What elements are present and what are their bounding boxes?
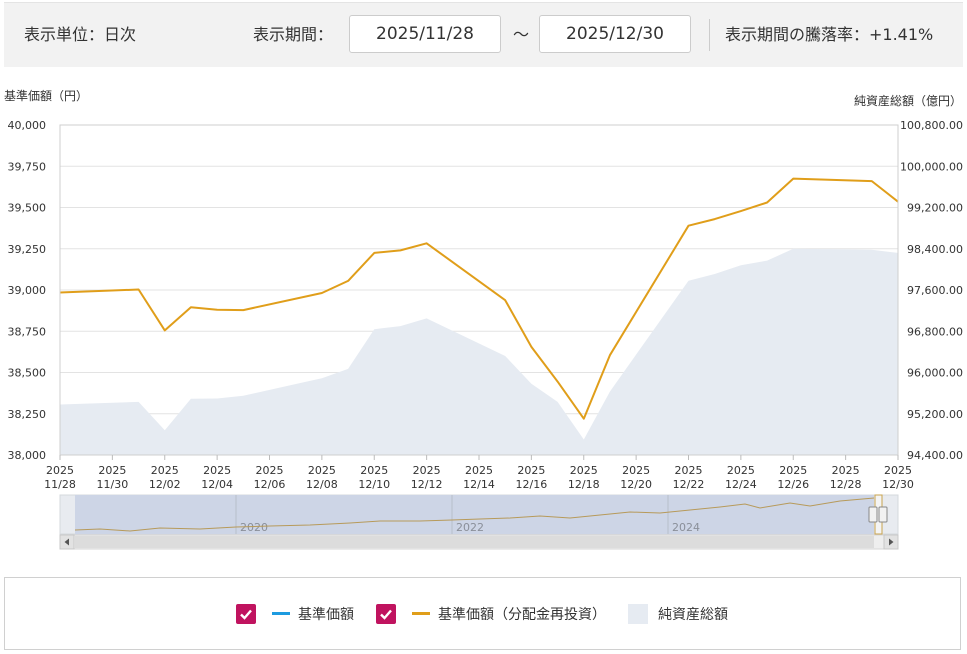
y-tick-left: 38,000	[8, 449, 47, 462]
x-tick-date: 12/30	[882, 478, 914, 491]
check-icon	[240, 609, 252, 620]
y-tick-left: 40,000	[8, 119, 47, 132]
navigator-selected-range[interactable]	[75, 495, 874, 534]
x-tick-date: 12/26	[777, 478, 809, 491]
legend-item-nav-reinvested[interactable]: 基準価額（分配金再投資）	[376, 578, 606, 649]
legend-swatch-net-assets	[628, 603, 648, 624]
x-tick-year: 2025	[256, 464, 284, 477]
x-tick-date: 12/28	[830, 478, 862, 491]
x-tick-year: 2025	[727, 464, 755, 477]
x-tick-year: 2025	[308, 464, 336, 477]
x-tick-date: 11/30	[97, 478, 129, 491]
x-tick-date: 12/24	[725, 478, 757, 491]
check-icon	[380, 609, 392, 620]
x-tick-year: 2025	[360, 464, 388, 477]
series-net-assets-area	[60, 248, 898, 455]
x-tick-date: 12/20	[620, 478, 652, 491]
y-tick-right: 98,400.00	[907, 243, 963, 256]
arrow-right-icon	[889, 538, 894, 546]
series-nav-reinvested-line	[59, 177, 899, 420]
legend-swatch-nav	[272, 612, 290, 615]
navigator-scrollbar-thumb[interactable]	[75, 536, 874, 548]
legend-item-net-assets[interactable]: 純資産総額	[628, 578, 728, 649]
x-tick-date: 12/22	[673, 478, 705, 491]
legend: 基準価額 基準価額（分配金再投資） 純資産総額	[4, 577, 961, 650]
x-tick-year: 2025	[98, 464, 126, 477]
net-assets-area-layer	[60, 248, 898, 455]
range-navigator[interactable]: 2020 2022 2024	[59, 494, 899, 550]
legend-label-nav: 基準価額	[298, 606, 354, 623]
y-tick-right: 97,600.00	[907, 284, 963, 297]
y-tick-left: 38,500	[8, 367, 47, 380]
x-tick-year: 2025	[151, 464, 179, 477]
x-tick-date: 12/14	[463, 478, 495, 491]
y-axis-left-title: 基準価額（円）	[4, 88, 88, 103]
display-period-label: 表示期間：	[253, 25, 334, 44]
legend-label-net-assets: 純資産総額	[658, 606, 728, 623]
x-tick-date: 12/04	[201, 478, 233, 491]
range-tilde: ～	[513, 25, 530, 44]
y-tick-left: 39,250	[8, 243, 47, 256]
navigator-right-handle[interactable]	[878, 506, 888, 523]
y-tick-left: 38,750	[8, 325, 47, 338]
y-tick-right: 100,000.00	[900, 160, 963, 173]
x-tick-date: 12/02	[149, 478, 181, 491]
x-tick-year: 2025	[203, 464, 231, 477]
y-tick-right: 95,200.00	[907, 408, 963, 421]
arrow-left-icon	[64, 538, 69, 546]
start-date-input[interactable]: 2025/11/28	[349, 15, 501, 53]
x-tick-year: 2025	[675, 464, 703, 477]
x-tick-year: 2025	[884, 464, 912, 477]
y-axis-right-ticks: 100,800.00 100,000.00 99,200.00 98,400.00 97…	[900, 119, 963, 462]
x-tick-year: 2025	[413, 464, 441, 477]
y-tick-left: 38,250	[8, 408, 47, 421]
navigator-mini-line	[74, 497, 875, 532]
y-tick-right: 99,200.00	[907, 202, 963, 215]
x-tick-date: 12/12	[411, 478, 443, 491]
nav-reinvested-line-layer	[59, 177, 899, 420]
y-tick-right: 96,800.00	[907, 325, 963, 338]
legend-checkbox-nav[interactable]	[236, 603, 256, 624]
x-tick-date: 12/16	[516, 478, 548, 491]
navigator-year-label: 2020	[240, 521, 268, 534]
legend-swatch-nav-reinvested	[412, 612, 430, 615]
y-tick-left: 39,750	[8, 160, 47, 173]
x-tick-year: 2025	[779, 464, 807, 477]
y-tick-left: 39,000	[8, 284, 47, 297]
x-tick-year: 2025	[46, 464, 74, 477]
x-tick-year: 2025	[517, 464, 545, 477]
toolbar: 表示単位：日次 表示期間： 2025/11/28 ～ 2025/12/30 表示…	[4, 2, 963, 67]
x-axis-ticks: 202511/28202511/30202512/02202512/042025…	[44, 455, 914, 491]
x-tick-date: 12/06	[254, 478, 286, 491]
x-tick-date: 12/10	[358, 478, 390, 491]
x-tick-date: 12/08	[306, 478, 338, 491]
x-tick-year: 2025	[465, 464, 493, 477]
legend-checkbox-nav-reinvested[interactable]	[376, 603, 396, 624]
navigator-year-label: 2024	[672, 521, 700, 534]
y-tick-right: 96,000.00	[907, 367, 963, 380]
y-tick-left: 39,500	[8, 202, 47, 215]
end-date-input[interactable]: 2025/12/30	[539, 15, 691, 53]
x-tick-year: 2025	[570, 464, 598, 477]
display-unit-label: 表示単位：日次	[24, 25, 137, 44]
x-tick-date: 11/28	[44, 478, 76, 491]
chart: 基準価額（円） 純資産総額（億円） 40,000 39,750 39,500 39,2…	[4, 88, 963, 550]
x-tick-year: 2025	[832, 464, 860, 477]
period-change-rate: 表示期間の騰落率：+1.41%	[725, 25, 934, 44]
y-axis-right-title: 純資産総額（億円）	[854, 93, 962, 108]
legend-item-nav[interactable]: 基準価額	[236, 578, 354, 649]
legend-label-nav-reinvested: 基準価額（分配金再投資）	[438, 606, 606, 623]
toolbar-divider	[709, 19, 710, 51]
x-tick-year: 2025	[622, 464, 650, 477]
x-tick-date: 12/18	[568, 478, 600, 491]
y-tick-right: 100,800.00	[900, 119, 963, 132]
y-axis-left-ticks: 40,000 39,750 39,500 39,250 39,000 38,750 38,5…	[8, 119, 47, 462]
navigator-left-handle[interactable]	[868, 506, 878, 523]
navigator-year-label: 2022	[456, 521, 484, 534]
y-tick-right: 94,400.00	[907, 449, 963, 462]
